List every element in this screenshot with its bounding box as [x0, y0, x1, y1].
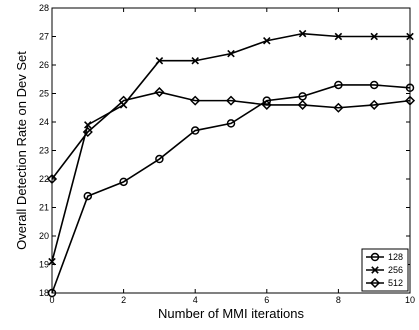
data-point-256-stroke: [263, 37, 271, 45]
data-point-256: [155, 56, 164, 65]
y-tick-label: 21: [39, 203, 49, 213]
data-point-128: [405, 83, 415, 93]
data-point-256-stroke: [155, 56, 164, 65]
y-tick-label: 25: [39, 89, 49, 99]
legend-marker: [370, 252, 380, 262]
series-128: [47, 80, 415, 298]
data-point-512: [46, 173, 58, 185]
data-point-256-stroke: [84, 121, 92, 129]
x-tick-label: 4: [193, 295, 198, 305]
y-tick-label: 23: [39, 146, 49, 156]
x-tick-label: 10: [405, 295, 415, 305]
data-point-256-stroke: [227, 49, 235, 58]
x-tick-label: 0: [49, 295, 54, 305]
data-point-128: [155, 154, 164, 164]
legend-marker-stroke: [371, 266, 379, 274]
x-axis-label: Number of MMI iterations: [158, 306, 304, 321]
y-tick-label: 26: [39, 60, 49, 70]
plot-area-frame: [51, 7, 411, 294]
data-point-256-stroke: [48, 257, 56, 266]
data-point-256: [263, 37, 271, 45]
data-point-512: [225, 95, 237, 106]
legend: 128 256 512: [361, 248, 409, 292]
legend-label: 128: [388, 252, 403, 262]
y-tick-label: 24: [39, 117, 49, 127]
y-tick-label: 27: [39, 32, 49, 42]
data-point-256: [298, 29, 307, 38]
data-point-512: [333, 102, 344, 113]
series-256: [48, 29, 414, 266]
data-point-256: [370, 32, 378, 41]
data-point-256-stroke: [298, 29, 307, 38]
data-point-256-stroke: [191, 56, 199, 65]
legend-entry-512: 512: [366, 277, 403, 289]
data-point-512: [190, 95, 201, 106]
data-point-128: [334, 80, 343, 90]
legend-marker: [369, 277, 381, 289]
data-point-256: [334, 32, 343, 41]
x-tick-label: 8: [336, 295, 341, 305]
legend-marker: [371, 266, 379, 274]
series-group: [46, 29, 416, 298]
y-tick-label: 28: [39, 3, 49, 13]
series-line-256: [51, 32, 410, 262]
series-line-512: [51, 91, 411, 180]
x-tick-label: 2: [121, 295, 126, 305]
data-point-128: [369, 80, 379, 90]
data-point-128: [47, 288, 57, 298]
series-line-128: [51, 84, 411, 294]
data-point-256-stroke: [370, 32, 378, 41]
y-axis-label: Overall Detection Rate on Dev Set: [14, 51, 29, 250]
y-tick-label: 19: [39, 260, 49, 270]
data-point-512: [118, 95, 129, 106]
legend-entry-256: 256: [366, 265, 403, 275]
data-point-512: [82, 126, 93, 138]
data-point-128: [119, 177, 128, 187]
data-point-128: [83, 191, 93, 201]
data-point-512: [297, 99, 308, 110]
legend-entry-128: 128: [366, 252, 403, 262]
x-tick-label: 6: [264, 295, 269, 305]
data-point-512: [261, 99, 272, 110]
data-point-512: [369, 99, 380, 110]
data-point-128: [190, 126, 200, 135]
y-tick-label: 18: [39, 288, 49, 298]
y-tick-label: 20: [39, 231, 49, 241]
data-point-256: [48, 257, 56, 266]
legend-label: 256: [388, 265, 403, 275]
data-point-256: [227, 49, 235, 58]
data-point-256: [191, 56, 199, 65]
data-point-128: [226, 119, 236, 128]
data-point-256-stroke: [406, 32, 414, 41]
series-512: [46, 87, 416, 185]
data-point-256: [406, 32, 414, 41]
y-tick-label: 22: [39, 174, 49, 184]
data-point-512: [404, 95, 416, 106]
data-point-256-stroke: [334, 32, 343, 41]
data-point-256: [84, 121, 92, 129]
legend-label: 512: [388, 278, 403, 288]
data-point-512: [154, 87, 165, 98]
